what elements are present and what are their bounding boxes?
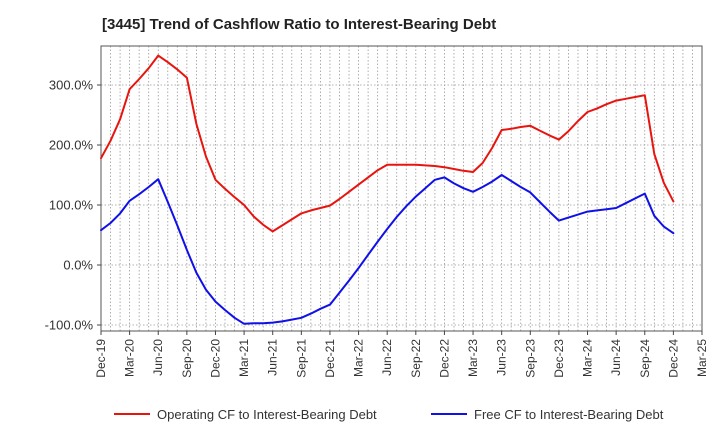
chart-title: [3445] Trend of Cashflow Ratio to Intere… — [102, 16, 497, 33]
legend-label-operating-cf: Operating CF to Interest-Bearing Debt — [157, 407, 377, 422]
x-tick-label: Jun-24 — [609, 339, 623, 376]
x-tick-label: Sep-22 — [409, 339, 423, 378]
x-tick-label: Dec-19 — [94, 339, 108, 378]
x-tick-label: Jun-21 — [266, 339, 280, 376]
x-tick-label: Mar-22 — [352, 339, 366, 377]
y-tick-label: 100.0% — [49, 198, 94, 213]
y-tick-labels: -100.0% 0.0% 100.0% 200.0% 300.0% — [45, 78, 94, 333]
grid — [100, 46, 703, 331]
x-tick-label: Dec-21 — [323, 339, 337, 378]
x-tick-label: Sep-23 — [523, 339, 537, 378]
y-tick-label: -100.0% — [45, 318, 94, 333]
x-tick-label: Mar-24 — [581, 339, 595, 377]
x-tick-label: Jun-23 — [495, 339, 509, 376]
x-tick-label: Jun-22 — [380, 339, 394, 376]
plot-frame — [100, 45, 703, 332]
x-tick-label: Dec-23 — [552, 339, 566, 378]
series-line-free-cf — [100, 174, 675, 325]
x-tick-label: Mar-20 — [123, 339, 137, 377]
x-tick-label: Sep-24 — [638, 339, 652, 378]
x-tick-label: Dec-22 — [437, 339, 451, 378]
x-tick-label: Mar-21 — [237, 339, 251, 377]
x-tick-label: Dec-20 — [208, 339, 222, 378]
y-tick-label: 0.0% — [63, 258, 93, 273]
series-lines — [100, 54, 675, 325]
x-tick-label: Sep-20 — [180, 339, 194, 378]
x-tick-label: Dec-24 — [666, 339, 680, 378]
x-tick-label: Mar-25 — [695, 339, 709, 377]
x-tick-labels: Dec-19 Mar-20 Jun-20 Sep-20 Dec-20 Mar-21 Jun-… — [94, 339, 709, 378]
y-tick-label: 200.0% — [49, 138, 94, 153]
x-tick-label: Sep-21 — [294, 339, 308, 378]
legend-label-free-cf: Free CF to Interest-Bearing Debt — [474, 407, 664, 422]
axes — [97, 45, 703, 335]
legend: Operating CF to Interest-Bearing Debt Fre… — [114, 407, 664, 422]
y-tick-label: 300.0% — [49, 78, 94, 93]
x-tick-label: Jun-20 — [151, 339, 165, 376]
x-tick-label: Mar-23 — [466, 339, 480, 377]
series-line-operating-cf — [100, 54, 675, 233]
